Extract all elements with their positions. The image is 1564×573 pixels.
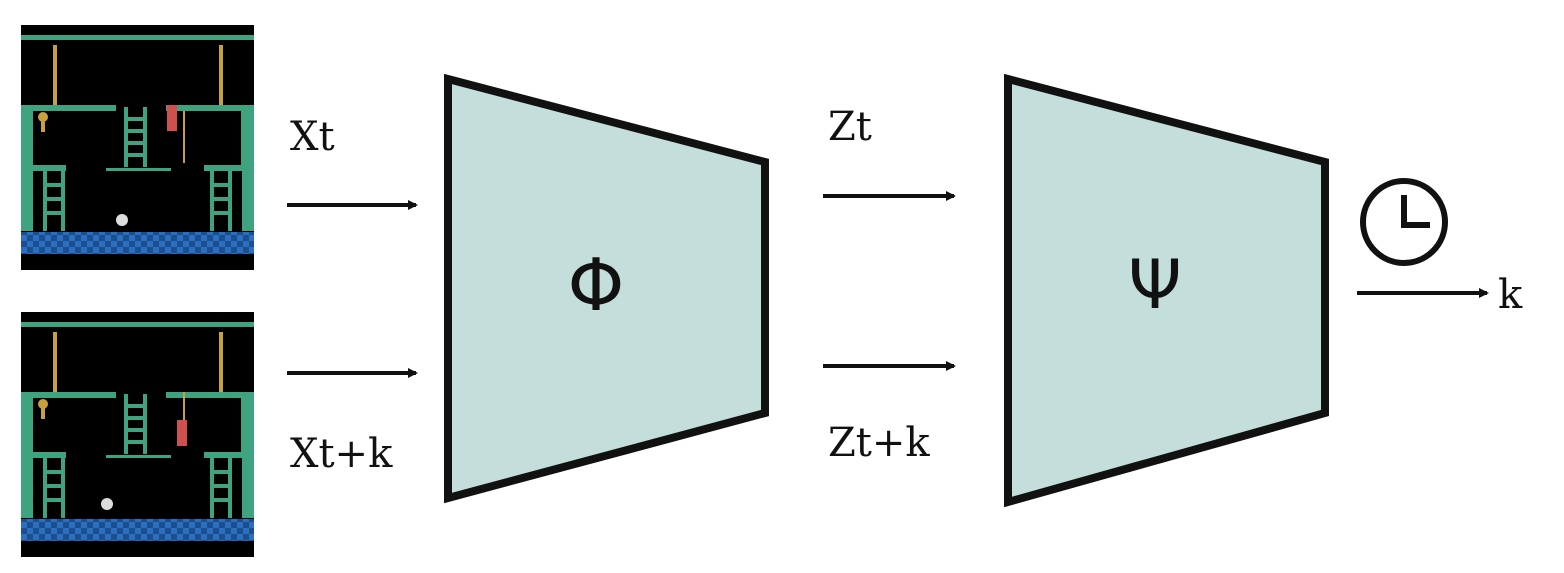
game-frame-t-plus-k [21, 312, 254, 557]
encoder-block [444, 73, 769, 504]
label-xt-k: Xt+k [290, 431, 393, 477]
label-output-k: k [1498, 272, 1523, 318]
game-frame-t [21, 25, 254, 270]
clock-icon [1360, 178, 1448, 266]
classifier-symbol: Ψ [1128, 246, 1182, 325]
label-zt: Zt [828, 104, 872, 150]
label-zt-k: Zt+k [828, 420, 930, 466]
classifier-block [1004, 73, 1329, 508]
encoder-symbol: Φ [568, 243, 625, 327]
label-xt: Xt [290, 114, 335, 160]
